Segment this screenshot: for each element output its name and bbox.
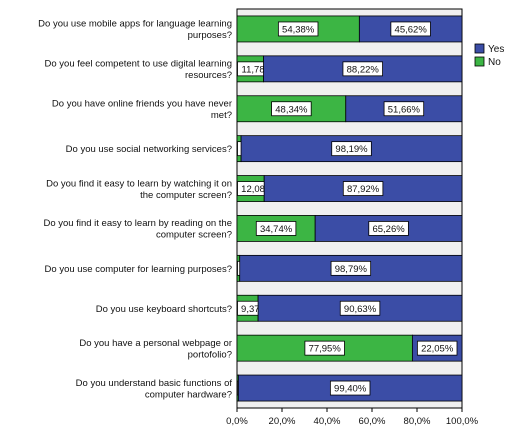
x-tick-label-3: 40,0%	[314, 416, 341, 427]
legend-swatch-no	[474, 56, 485, 67]
data-label-box-no-9	[304, 340, 345, 356]
question-label-2: Do you feel competent to use digital lea…	[45, 59, 232, 82]
data-label-no-1: 54,38%	[282, 24, 315, 35]
data-label-box-yes-4	[331, 141, 372, 157]
data-label-box-no-3	[271, 101, 312, 117]
data-label-yes-1: 45,62%	[395, 24, 428, 35]
legend: Yes No	[474, 43, 504, 68]
data-label-yes-6: 65,26%	[372, 224, 405, 235]
data-label-yes-7: 98,79%	[335, 264, 368, 275]
x-tick-label-2: 20,0%	[269, 416, 296, 427]
data-label-box-yes-10	[329, 380, 371, 396]
data-label-box-yes-5	[342, 181, 384, 196]
data-label-yes-4: 98,19%	[335, 144, 368, 155]
question-label-7: Do you use computer for learning purpose…	[45, 264, 232, 275]
data-label-box-yes-9	[416, 340, 458, 356]
data-label-no-3: 48,34%	[275, 104, 308, 115]
question-labels-group: Do you use mobile apps for language lear…	[38, 19, 232, 401]
legend-label-no: No	[488, 57, 501, 68]
data-label-box-yes-1	[390, 21, 431, 37]
data-label-no-5: 12,08%	[241, 184, 274, 195]
data-label-yes-5: 87,92%	[347, 184, 380, 195]
data-label-box-yes-3	[383, 101, 425, 117]
question-label-4: Do you use social networking services?	[66, 144, 232, 155]
question-label-3: Do you have online friends you have neve…	[52, 99, 232, 122]
bar-yes-3	[345, 95, 463, 123]
question-label-5: Do you find it easy to learn by watching…	[46, 178, 232, 201]
data-label-no-2: 11,78%	[242, 64, 274, 75]
x-tick-label-5: 80,0%	[404, 416, 431, 427]
bars-group: 54,38%45,62%11,78%88,22%48,34%51,66%1,81…	[236, 15, 463, 402]
question-label-8: Do you use keyboard shortcuts?	[96, 304, 232, 315]
data-label-no-6: 34,74%	[260, 224, 293, 235]
data-label-box-yes-2	[342, 61, 383, 77]
question-label-6: Do you find it easy to learn by reading …	[43, 218, 232, 241]
data-label-no-9: 77,95%	[309, 344, 342, 355]
data-label-no-8: 9,37%	[241, 304, 268, 315]
data-label-yes-3: 51,66%	[388, 104, 421, 115]
data-label-box-yes-8	[339, 300, 381, 316]
x-tick-label-4: 60,0%	[359, 416, 386, 427]
legend-swatch-yes	[474, 43, 485, 54]
data-label-box-no-1	[277, 21, 319, 37]
data-label-yes-2: 88,22%	[347, 64, 380, 75]
question-label-10: Do you understand basic functions of comp…	[76, 378, 233, 401]
data-label-box-no-6	[255, 221, 297, 236]
data-label-yes-10: 99,40%	[334, 384, 367, 395]
x-tick-label-1: 0,0%	[226, 416, 248, 427]
x-tick-label-6: 100,0%	[446, 416, 479, 427]
data-label-box-yes-6	[368, 221, 409, 236]
data-label-yes-9: 22,05%	[421, 344, 454, 355]
x-axis: 0,0% 20,0% 40,0% 60,0% 80,0% 100,0%	[226, 407, 479, 427]
data-label-yes-8: 90,63%	[344, 304, 377, 315]
legend-label-yes: Yes	[488, 44, 504, 55]
data-label-box-yes-7	[330, 260, 372, 276]
question-label-1: Do you use mobile apps for language lear…	[38, 19, 232, 42]
question-label-9: Do you have a personal webpage or portofo…	[79, 338, 232, 361]
